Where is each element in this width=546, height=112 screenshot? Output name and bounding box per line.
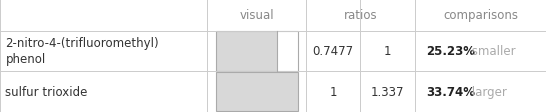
Bar <box>216 72 298 111</box>
Text: 33.74%: 33.74% <box>426 85 475 98</box>
Bar <box>216 32 298 71</box>
Bar <box>216 32 298 71</box>
Text: ratios: ratios <box>343 9 377 22</box>
Bar <box>216 32 277 71</box>
Text: 0.7477: 0.7477 <box>312 45 354 58</box>
Text: visual: visual <box>239 9 274 22</box>
Text: smaller: smaller <box>468 45 516 58</box>
Text: comparisons: comparisons <box>443 9 518 22</box>
Text: 1: 1 <box>384 45 391 58</box>
Text: 25.23%: 25.23% <box>426 45 475 58</box>
Bar <box>216 72 298 111</box>
Text: larger: larger <box>468 85 507 98</box>
Text: sulfur trioxide: sulfur trioxide <box>5 85 88 98</box>
Bar <box>216 72 298 111</box>
Text: 1: 1 <box>329 85 337 98</box>
Text: 1.337: 1.337 <box>371 85 405 98</box>
Text: 2-nitro-4-(trifluoromethyl)
phenol: 2-nitro-4-(trifluoromethyl) phenol <box>5 37 159 66</box>
